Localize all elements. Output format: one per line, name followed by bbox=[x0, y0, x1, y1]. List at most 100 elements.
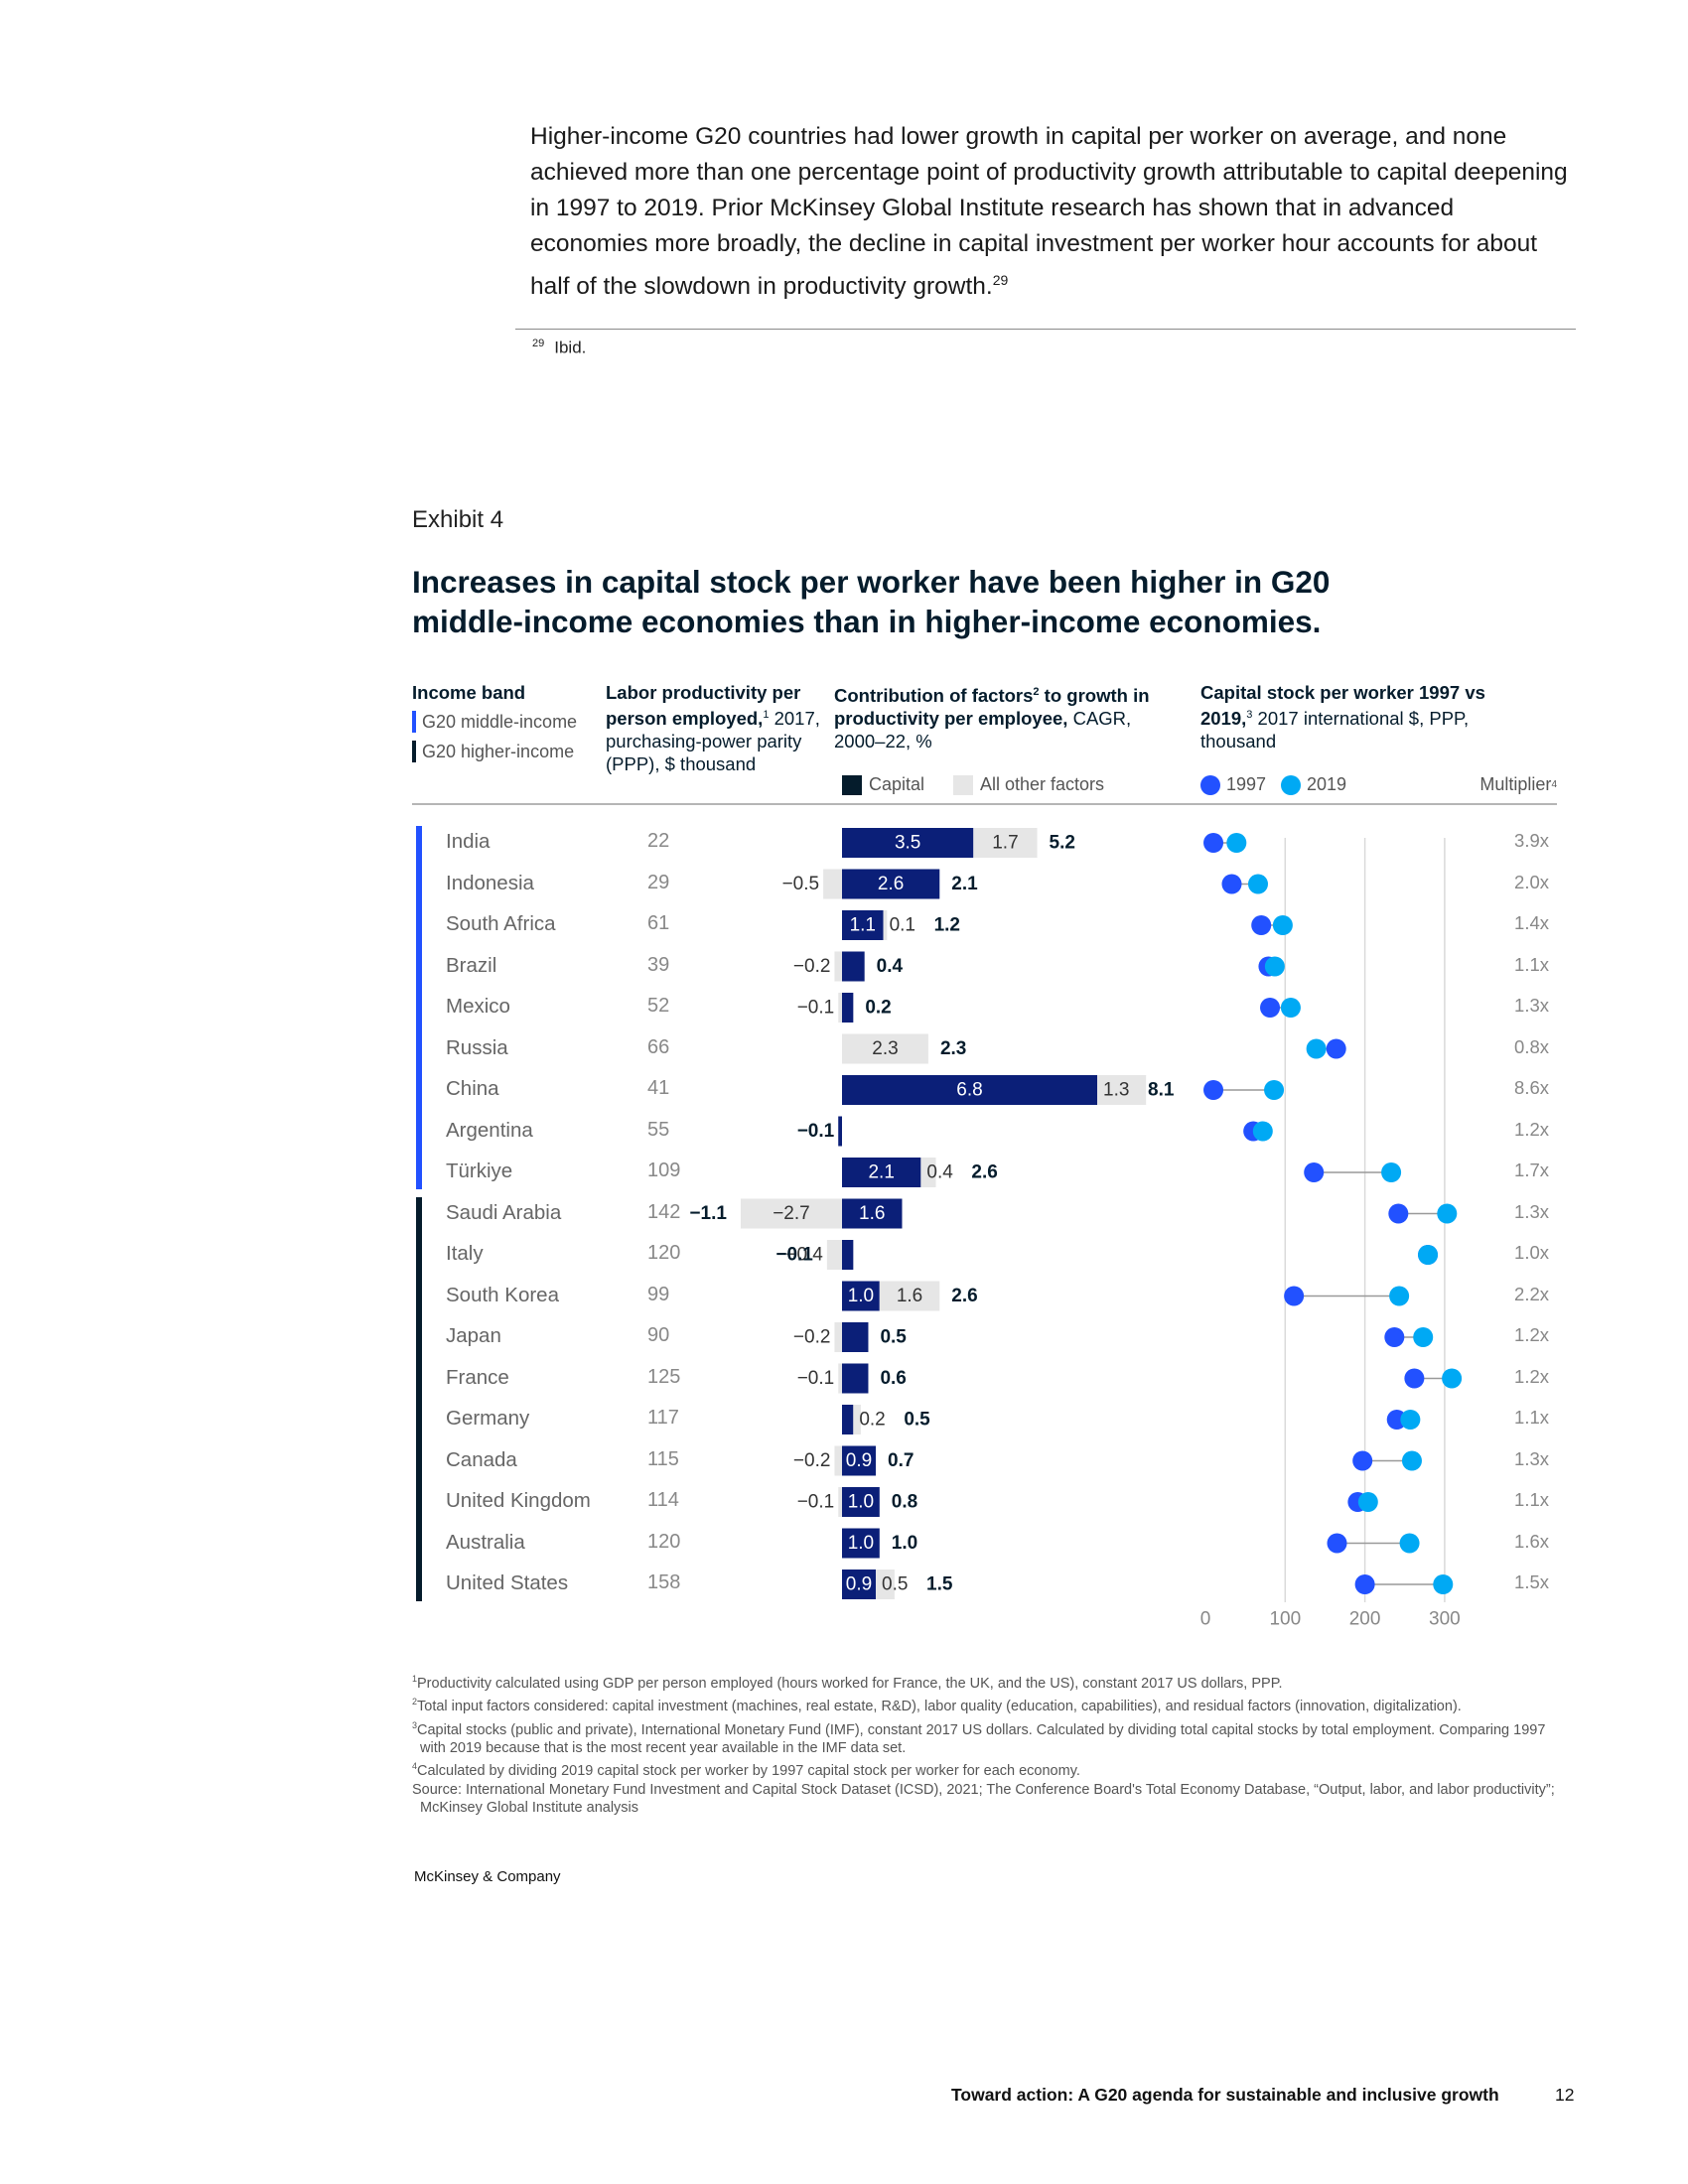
data-label-total: 0.4 bbox=[877, 956, 904, 977]
data-label-other: 0.4 bbox=[926, 1162, 953, 1183]
dot-1997 bbox=[1304, 1162, 1325, 1182]
income-band-header: Income band bbox=[412, 682, 526, 703]
multiplier-value: 3.9x bbox=[1514, 830, 1549, 851]
data-label-capital: 0.9 bbox=[846, 1450, 872, 1471]
intro-ref: 29 bbox=[992, 272, 1009, 288]
data-label-capital: 0.9 bbox=[846, 1574, 872, 1595]
bar-other-factors bbox=[920, 1158, 936, 1187]
country-name: Brazil bbox=[446, 953, 497, 977]
middle-income-swatch bbox=[412, 711, 416, 733]
brand-name: McKinsey & Company bbox=[414, 1868, 561, 1885]
bar-capital bbox=[842, 1445, 877, 1476]
data-label-total: −1.1 bbox=[689, 1203, 727, 1224]
multiplier-value: 8.6x bbox=[1514, 1077, 1549, 1098]
exhibit-charts: 3.5 1.7 5.2 2.6 −0.5 2.1 1.1 0.1 1.2 −0.2 0.4 −0.1 0… bbox=[689, 828, 1463, 1630]
multiplier-value: 1.5x bbox=[1514, 1571, 1549, 1592]
data-label-capital: 1.6 bbox=[859, 1203, 885, 1224]
dot-1997 bbox=[1388, 1203, 1409, 1224]
bar-capital bbox=[842, 869, 940, 899]
labor-productivity-value: 52 bbox=[647, 995, 670, 1017]
data-label-other: 1.7 bbox=[992, 833, 1018, 854]
contribution-header: Contribution of factors2 to growth in pr… bbox=[834, 685, 1150, 752]
data-label-other: −0.1 bbox=[797, 998, 835, 1019]
labor-productivity-value: 61 bbox=[647, 912, 670, 934]
dot-2019 bbox=[1264, 956, 1285, 977]
note-text: Productivity calculated using GDP per pe… bbox=[417, 1675, 1283, 1692]
data-label-other: −0.2 bbox=[793, 956, 831, 977]
bar-capital bbox=[842, 1075, 1098, 1105]
dot-1997 bbox=[1404, 1368, 1425, 1389]
dot-2019 bbox=[1247, 874, 1268, 894]
data-label-capital: 2.1 bbox=[868, 1162, 894, 1183]
bar-other-factors bbox=[883, 910, 888, 940]
country-name: Saudi Arabia bbox=[446, 1200, 562, 1224]
data-label-capital: 6.8 bbox=[956, 1080, 982, 1101]
dot-1997 bbox=[1327, 1533, 1347, 1554]
country-name: South Africa bbox=[446, 912, 556, 935]
dot-2019 bbox=[1226, 833, 1247, 853]
data-label-other: 2.3 bbox=[872, 1038, 898, 1059]
dot-2019-swatch bbox=[1281, 774, 1301, 795]
bar-capital bbox=[842, 1158, 921, 1187]
data-label-total: −0.1 bbox=[775, 1245, 813, 1266]
data-label-total: 1.5 bbox=[926, 1574, 953, 1595]
dot-2019 bbox=[1399, 1533, 1420, 1554]
dot-1997 bbox=[1260, 998, 1281, 1018]
data-label-other: −0.4 bbox=[785, 1245, 823, 1266]
data-label-other: 1.6 bbox=[897, 1286, 922, 1306]
bar-other-factors bbox=[973, 828, 1038, 858]
data-label-other: 0.5 bbox=[882, 1574, 908, 1595]
country-name: Mexico bbox=[446, 995, 510, 1018]
labor-productivity-value: 109 bbox=[647, 1160, 681, 1181]
labor-productivity-value: 158 bbox=[647, 1571, 681, 1593]
legend-other-label: All other factors bbox=[980, 774, 1105, 794]
bar-other-factors bbox=[876, 1570, 895, 1599]
intro-paragraph: Higher-income G20 countries had lower gr… bbox=[530, 119, 1573, 305]
labor-productivity-value: 39 bbox=[647, 953, 670, 976]
bar-other-factors bbox=[823, 869, 842, 899]
dot-1997 bbox=[1326, 1038, 1346, 1059]
multiplier-value: 1.4x bbox=[1514, 912, 1549, 933]
bar-other-factors bbox=[838, 1363, 842, 1394]
dot-1997 bbox=[1284, 1286, 1305, 1306]
labor-productivity-value: 114 bbox=[647, 1489, 679, 1511]
dot-1997 bbox=[1384, 1327, 1405, 1347]
labor-productivity-value: 120 bbox=[647, 1242, 681, 1264]
country-name: South Korea bbox=[446, 1283, 559, 1306]
data-label-other: 1.3 bbox=[1103, 1080, 1129, 1101]
data-label-total: 2.6 bbox=[971, 1162, 997, 1183]
legend-middle-income: G20 middle-income bbox=[412, 711, 577, 733]
data-label-total: 5.2 bbox=[1050, 833, 1075, 854]
bar-capital bbox=[842, 1240, 854, 1270]
data-label-other: 0.1 bbox=[890, 915, 915, 936]
footnote-29: 29 Ibid. bbox=[532, 338, 586, 358]
data-label-other: −0.2 bbox=[793, 1450, 831, 1471]
dot-2019 bbox=[1389, 1286, 1410, 1306]
dot-2019 bbox=[1442, 1368, 1463, 1389]
dot-1997 bbox=[1354, 1574, 1375, 1594]
legend-1997-label: 1997 bbox=[1226, 774, 1267, 794]
note-line: 2Total input factors considered: capital… bbox=[412, 1693, 1564, 1715]
data-label-capital: 1.1 bbox=[850, 915, 876, 936]
labor-productivity-value: 120 bbox=[647, 1530, 681, 1553]
bar-capital bbox=[838, 1116, 842, 1147]
data-label-capital: 2.6 bbox=[878, 874, 904, 894]
note-ref: 1 bbox=[412, 1674, 418, 1684]
data-label-other: −0.5 bbox=[782, 874, 820, 894]
note-text: Source: International Monetary Fund Inve… bbox=[412, 1781, 1555, 1817]
dot-2019 bbox=[1433, 1574, 1454, 1594]
x-tick-label: 200 bbox=[1349, 1609, 1381, 1630]
bar-capital bbox=[842, 828, 974, 858]
multiplier-value: 1.7x bbox=[1514, 1160, 1549, 1180]
data-label-capital: 3.5 bbox=[895, 833, 920, 854]
dot-2019 bbox=[1381, 1162, 1402, 1182]
dot-1997 bbox=[1251, 915, 1272, 935]
dot-1997-swatch bbox=[1200, 774, 1220, 795]
dot-1997 bbox=[1352, 1450, 1373, 1471]
data-label-total: 0.5 bbox=[880, 1327, 907, 1348]
bar-other-factors bbox=[838, 1487, 842, 1517]
data-label-total: 2.1 bbox=[951, 874, 978, 894]
data-label-total: 0.7 bbox=[888, 1450, 914, 1471]
bar-other-factors bbox=[834, 1322, 842, 1352]
bar-other-factors bbox=[842, 1033, 928, 1064]
